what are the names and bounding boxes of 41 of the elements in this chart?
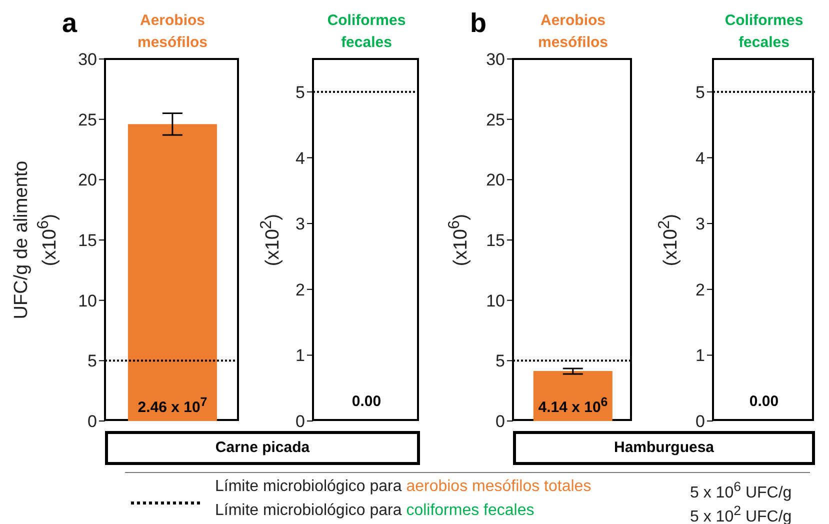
y-tick-label: 0 bbox=[296, 412, 305, 432]
text: b bbox=[470, 8, 486, 39]
chart-title: Aerobios mesófilos bbox=[136, 11, 209, 51]
annotation: 4.14 x 10$^{6}$ bbox=[537, 394, 609, 416]
y-tick-label: 0 bbox=[496, 412, 505, 432]
y-tick-label: 2 bbox=[696, 280, 705, 300]
y-tick-label: 20 bbox=[486, 170, 505, 190]
chart-title: Aerobios mesófilos bbox=[536, 11, 610, 51]
y-tick-label: 5 bbox=[496, 352, 505, 371]
y-tick-label: 5 bbox=[88, 352, 97, 371]
y-tick-label: 30 bbox=[78, 50, 97, 70]
annotation: 2.46 x 10$^{7}$ bbox=[136, 394, 208, 416]
y-tick-label: 0 bbox=[696, 412, 705, 432]
chart-title: Coliformes fecales bbox=[326, 11, 407, 53]
data-label: 0.00 bbox=[350, 392, 382, 412]
y-tick-label: 20 bbox=[78, 170, 97, 190]
text: a bbox=[62, 8, 78, 39]
chart-title: Coliformes fecales bbox=[724, 11, 804, 53]
y-tick-label: 0 bbox=[88, 412, 97, 432]
y-tick-label: 25 bbox=[78, 110, 97, 130]
text: coliformes fecales bbox=[406, 502, 534, 519]
y-tick-label: 10 bbox=[78, 291, 97, 310]
y-tick-label: 4 bbox=[696, 148, 705, 168]
y-tick-label: 25 bbox=[486, 110, 505, 130]
y-tick-label: 10 bbox=[486, 291, 505, 310]
y-tick-label: 4 bbox=[296, 148, 305, 168]
text: aerobios mesófilos totales bbox=[406, 478, 592, 495]
text: Límite microbiológico para bbox=[215, 478, 402, 495]
text: 5 x 10$^{6}$ UFC/g bbox=[690, 478, 792, 504]
y-tick-label: 30 bbox=[486, 50, 505, 70]
y-tick-label: 3 bbox=[696, 214, 705, 234]
y-tick-label: 15 bbox=[486, 231, 505, 250]
y-tick-label: 5 bbox=[696, 82, 705, 102]
y-tick-label: 3 bbox=[296, 214, 305, 234]
y-tick-label: 1 bbox=[296, 346, 305, 366]
y-tick-label: 2 bbox=[296, 280, 305, 300]
y-tick-label: 15 bbox=[78, 231, 97, 250]
text: Límite microbiológico para bbox=[215, 502, 402, 519]
data-label: 0.00 bbox=[748, 392, 780, 412]
y-tick-label: 5 bbox=[296, 82, 305, 102]
y-tick-label: 1 bbox=[696, 346, 705, 366]
